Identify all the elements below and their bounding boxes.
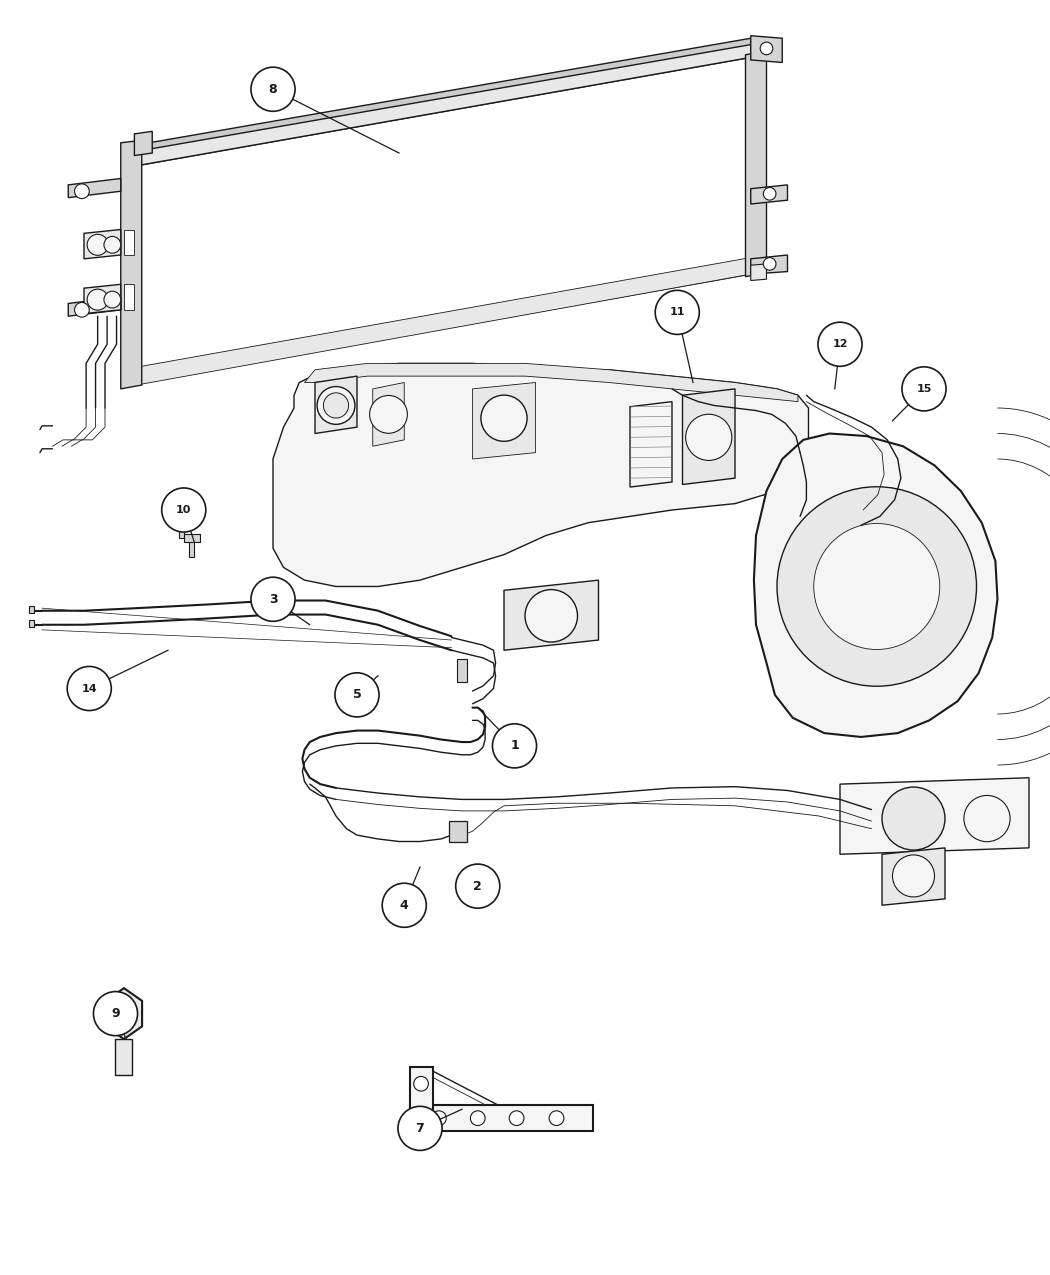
Polygon shape (142, 38, 751, 150)
Circle shape (432, 1111, 446, 1126)
Text: 9: 9 (111, 1007, 120, 1020)
Polygon shape (882, 848, 945, 905)
Text: 1: 1 (510, 740, 519, 752)
Circle shape (549, 1111, 564, 1126)
Circle shape (323, 393, 349, 418)
Polygon shape (178, 519, 184, 538)
Circle shape (655, 291, 699, 334)
Circle shape (456, 864, 500, 908)
Polygon shape (746, 51, 766, 277)
Text: 10: 10 (176, 505, 191, 515)
Polygon shape (124, 230, 134, 255)
Text: 15: 15 (917, 384, 931, 394)
Polygon shape (504, 580, 598, 650)
Polygon shape (121, 140, 142, 389)
Polygon shape (136, 41, 751, 166)
Polygon shape (173, 515, 189, 523)
Polygon shape (29, 620, 34, 627)
Circle shape (892, 856, 934, 896)
Text: 7: 7 (416, 1122, 424, 1135)
Circle shape (470, 1111, 485, 1126)
Polygon shape (457, 659, 467, 682)
Polygon shape (68, 179, 121, 198)
Polygon shape (84, 230, 121, 259)
Polygon shape (751, 264, 766, 280)
Text: 11: 11 (670, 307, 685, 317)
Polygon shape (751, 255, 788, 274)
Polygon shape (315, 376, 357, 434)
Circle shape (251, 578, 295, 621)
Circle shape (777, 487, 976, 686)
Polygon shape (449, 821, 467, 842)
Text: 3: 3 (269, 593, 277, 606)
Polygon shape (189, 538, 194, 557)
Circle shape (104, 236, 121, 254)
Circle shape (162, 488, 206, 532)
Polygon shape (751, 36, 782, 62)
Circle shape (93, 992, 138, 1035)
Polygon shape (840, 778, 1029, 854)
Circle shape (75, 184, 89, 199)
Circle shape (481, 395, 527, 441)
Circle shape (509, 1111, 524, 1126)
Polygon shape (68, 297, 121, 316)
Polygon shape (751, 185, 788, 204)
Circle shape (492, 724, 537, 768)
Circle shape (882, 787, 945, 850)
Circle shape (251, 68, 295, 111)
Circle shape (75, 302, 89, 317)
Polygon shape (136, 258, 751, 385)
Polygon shape (273, 363, 808, 586)
Text: 5: 5 (353, 688, 361, 701)
Polygon shape (410, 1067, 433, 1131)
Circle shape (818, 323, 862, 366)
Circle shape (104, 291, 121, 309)
Polygon shape (630, 402, 672, 487)
Polygon shape (29, 606, 34, 613)
Circle shape (763, 258, 776, 270)
Circle shape (317, 386, 355, 425)
Polygon shape (124, 284, 134, 310)
Polygon shape (754, 434, 998, 737)
Polygon shape (410, 1105, 593, 1131)
Circle shape (760, 42, 773, 55)
Circle shape (525, 589, 578, 643)
Polygon shape (84, 284, 121, 314)
Polygon shape (106, 988, 142, 1039)
Circle shape (763, 187, 776, 200)
Circle shape (382, 884, 426, 927)
Polygon shape (472, 382, 536, 459)
Circle shape (370, 395, 407, 434)
Circle shape (87, 235, 108, 255)
Polygon shape (304, 363, 798, 402)
Text: 8: 8 (269, 83, 277, 96)
Polygon shape (184, 534, 200, 542)
Polygon shape (373, 382, 404, 446)
Circle shape (67, 667, 111, 710)
Text: 14: 14 (82, 683, 97, 694)
Polygon shape (116, 1039, 132, 1075)
Polygon shape (136, 57, 751, 382)
Circle shape (87, 289, 108, 310)
Polygon shape (112, 997, 135, 1030)
Circle shape (335, 673, 379, 717)
Text: 4: 4 (400, 899, 408, 912)
Text: 2: 2 (474, 880, 482, 892)
Circle shape (414, 1076, 428, 1091)
Polygon shape (682, 389, 735, 484)
Text: 12: 12 (833, 339, 847, 349)
Polygon shape (134, 131, 152, 156)
Circle shape (398, 1107, 442, 1150)
Circle shape (902, 367, 946, 411)
Circle shape (814, 524, 940, 649)
Circle shape (686, 414, 732, 460)
Circle shape (964, 796, 1010, 842)
